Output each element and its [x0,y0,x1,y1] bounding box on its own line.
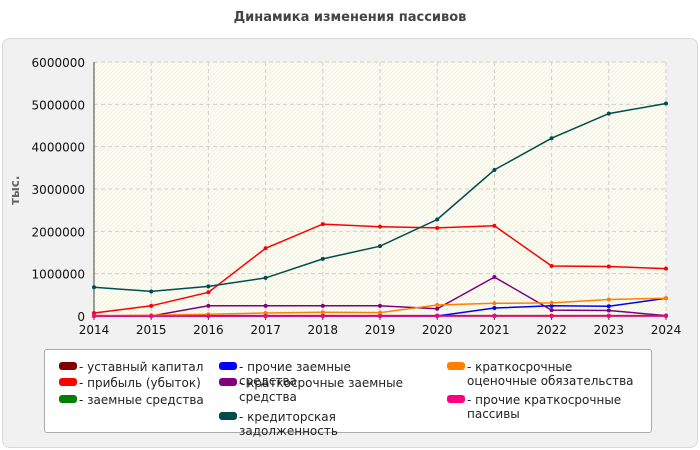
data-point[interactable] [263,303,268,308]
data-point[interactable] [549,300,554,305]
legend-swatch [219,362,237,370]
y-tick-label: 6000000 [32,56,85,70]
data-point[interactable] [92,285,96,290]
legend-label: - прочие краткосрочные пассивы [467,393,622,421]
y-tick-label: 4000000 [32,141,85,155]
chart-title: Динамика изменения пассивов [233,10,467,25]
legend-swatch [219,412,237,420]
data-point[interactable] [492,167,497,172]
x-tick-label: 2016 [193,323,224,337]
series-5 [92,101,668,294]
y-tick-label: 3000000 [32,183,85,197]
legend: - уставный капитал - прибыль (убыток) - за… [44,349,652,438]
x-tick-label: 2023 [594,323,625,337]
data-point[interactable] [263,246,268,251]
legend-label: - прибыль (убыток) [79,376,201,390]
data-point[interactable] [378,314,382,318]
data-point[interactable] [378,224,382,229]
data-point[interactable] [435,314,440,318]
data-point[interactable] [435,302,440,307]
data-point[interactable] [664,314,668,318]
data-point[interactable] [378,310,382,315]
data-point[interactable] [206,284,211,289]
data-point[interactable] [206,314,211,318]
data-point[interactable] [664,266,668,271]
legend-label: - прочие заемные средства [239,360,351,388]
data-point[interactable] [549,308,554,313]
data-point[interactable] [606,314,611,318]
data-point[interactable] [263,314,268,318]
data-point[interactable] [320,303,325,308]
data-point[interactable] [320,256,325,261]
data-point[interactable] [263,275,268,280]
x-tick-label: 2021 [479,323,510,337]
legend-swatch [59,378,77,386]
data-point[interactable] [92,311,96,316]
data-point[interactable] [435,306,440,311]
data-point[interactable] [320,222,325,227]
data-point[interactable] [549,303,554,308]
y-tick-label: 1000000 [32,268,85,282]
data-point[interactable] [92,314,96,318]
x-tick-label: 2020 [422,323,453,337]
data-point[interactable] [378,244,382,249]
data-point[interactable] [492,301,497,306]
data-point[interactable] [206,303,211,308]
data-point[interactable] [320,310,325,315]
data-point[interactable] [606,111,611,116]
data-point[interactable] [263,311,268,316]
x-tick-label: 2014 [79,323,110,337]
data-point[interactable] [320,314,325,318]
data-point[interactable] [664,101,668,106]
data-point[interactable] [549,136,554,141]
data-point[interactable] [664,296,668,301]
data-point[interactable] [435,225,440,230]
x-tick-label: 2015 [136,323,167,337]
data-point[interactable] [492,314,497,318]
data-point[interactable] [149,289,154,294]
series-7 [92,314,668,318]
data-point[interactable] [606,308,611,313]
data-point[interactable] [492,305,497,310]
y-tick-label: 5000000 [32,98,85,112]
legend-swatch [59,362,77,370]
data-point[interactable] [606,304,611,309]
data-point[interactable] [149,303,154,308]
legend-label: - кредиторская задолженность [239,410,338,438]
data-point[interactable] [206,290,211,295]
x-tick-label: 2018 [308,323,339,337]
legend-swatch [59,395,77,403]
legend-label: - уставный капитал [79,360,204,374]
data-point[interactable] [149,314,154,318]
data-point[interactable] [606,297,611,302]
legend-label: - заемные средства [79,393,204,407]
y-axis-title: тыс. [8,175,22,205]
data-point[interactable] [492,223,497,228]
data-point[interactable] [435,217,440,222]
x-tick-label: 2022 [536,323,567,337]
x-tick-label: 2017 [250,323,281,337]
data-point[interactable] [549,264,554,269]
data-point[interactable] [606,264,611,269]
data-point[interactable] [492,275,497,280]
x-tick-label: 2019 [365,323,396,337]
data-point[interactable] [378,303,382,308]
x-tick-label: 2024 [651,323,682,337]
legend-swatch [447,362,465,370]
series-1 [92,222,668,316]
y-tick-label: 2000000 [32,225,85,239]
legend-swatch [447,395,465,403]
y-tick-label: 0 [77,310,85,324]
data-point[interactable] [549,314,554,318]
legend-label: - краткосрочные оценочные обязательства [467,360,634,388]
legend-label: - краткосрочные заемные средства [239,376,403,404]
legend-swatch [219,378,237,386]
